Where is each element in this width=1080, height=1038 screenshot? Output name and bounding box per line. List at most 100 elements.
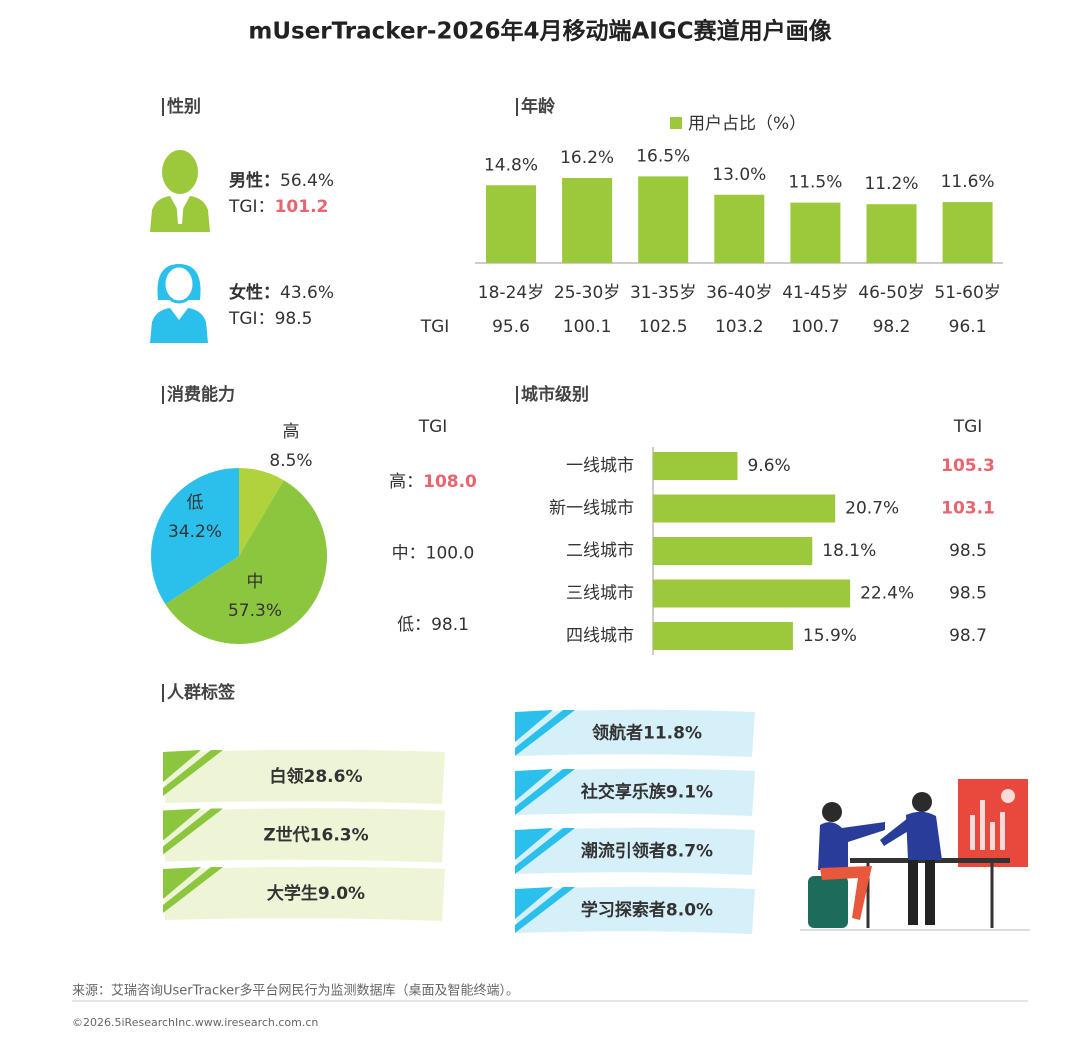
tgi-value: 103.1: [941, 499, 995, 519]
x-tick-label: 36-40岁: [706, 283, 772, 303]
pie-slice: [151, 468, 239, 605]
tgi-value: 101.2: [275, 197, 329, 217]
tag-corner: [163, 750, 223, 796]
tag-label: Z世代16.3%: [263, 825, 368, 846]
pie-slice: [165, 480, 327, 644]
tgi-value: 100.7: [791, 317, 840, 337]
tag-corner: [163, 808, 223, 855]
gender-share: 男性：56.4%: [229, 170, 334, 191]
x-tick-label: 51-60岁: [934, 283, 1000, 303]
tgi-value: 100.1: [563, 317, 612, 337]
tag-banner: [515, 709, 755, 757]
gender-tgi: TGI：101.2: [228, 197, 328, 217]
tgi-row: 低：98.1: [397, 615, 469, 635]
tag-label: 大学生9.0%: [267, 883, 365, 904]
slice-value: 57.3%: [228, 601, 282, 621]
gender-label: 男性：: [229, 170, 280, 191]
tag-banner: [515, 768, 755, 816]
y-tick-label: 二线城市: [566, 541, 634, 561]
bar: [653, 452, 738, 480]
tgi-title: TGI: [953, 417, 983, 437]
heading-bar: [162, 98, 164, 116]
section-heading: 消费能力: [167, 384, 235, 405]
tag-banner: [163, 749, 445, 804]
value-label: 16.5%: [636, 146, 690, 166]
gender-tgi: TGI：98.5: [228, 309, 312, 329]
tgi-value: 96.1: [949, 317, 987, 337]
legend-label: 用户占比（%）: [688, 114, 806, 134]
tgi-label: 低：: [397, 615, 431, 635]
tag-label: 潮流引领者8.7%: [581, 841, 713, 862]
tag-label: 社交享乐族9.1%: [580, 782, 713, 803]
tgi-label: TGI：: [228, 197, 275, 217]
gender-share: 女性：43.6%: [229, 282, 334, 303]
heading-bar: [162, 386, 164, 404]
slice-category: 低: [187, 493, 204, 513]
tgi-value: 103.2: [715, 317, 764, 337]
y-tick-label: 四线城市: [566, 626, 634, 646]
heading-bar: [516, 98, 518, 116]
x-tick-label: 25-30岁: [554, 283, 620, 303]
value-label: 22.4%: [860, 584, 914, 604]
bar: [790, 202, 841, 263]
tgi-value: 102.5: [639, 317, 688, 337]
tag-corner: [515, 887, 575, 933]
section-heading: 城市级别: [521, 384, 589, 405]
tgi-value: 98.2: [873, 317, 911, 337]
tgi-value: 95.6: [492, 317, 530, 337]
tgi-label: TGI：: [228, 309, 275, 329]
value-label: 11.6%: [941, 172, 995, 192]
copyright: ©2026.5iResearchInc.www.iresearch.com.cn: [72, 1016, 318, 1029]
y-tick-label: 一线城市: [566, 456, 634, 476]
tgi-value: 108.0: [423, 472, 477, 492]
value-label: 16.2%: [560, 148, 614, 168]
illustration: [800, 779, 1030, 931]
tag-corner: [515, 828, 575, 874]
gender-value: 43.6%: [280, 283, 334, 303]
tgi-value: 98.7: [949, 626, 987, 646]
x-tick-label: 31-35岁: [630, 283, 696, 303]
tgi-label: 高：: [389, 472, 423, 492]
value-label: 11.5%: [788, 173, 842, 193]
bar: [714, 194, 765, 263]
value-label: 9.6%: [747, 456, 790, 476]
bar: [653, 579, 851, 608]
male-icon: [150, 150, 210, 232]
tag-banner: [163, 808, 445, 863]
legend-swatch: [670, 117, 682, 129]
tag-label: 领航者11.8%: [592, 723, 702, 744]
tgi-label: 中：: [392, 544, 426, 564]
value-label: 14.8%: [484, 155, 538, 175]
tag-banner: [515, 827, 755, 875]
bar: [942, 202, 993, 263]
heading-bar: [516, 386, 518, 404]
bar: [653, 494, 836, 523]
section-heading: 人群标签: [167, 682, 236, 703]
y-tick-label: 新一线城市: [549, 499, 634, 519]
tgi-value: 98.1: [431, 615, 469, 635]
y-tick-label: 三线城市: [566, 584, 634, 604]
bar: [866, 204, 917, 263]
tag-corner: [515, 710, 575, 756]
bar: [486, 185, 536, 263]
bar: [653, 537, 813, 565]
x-tick-label: 46-50岁: [858, 283, 924, 303]
value-label: 13.0%: [712, 165, 766, 185]
tgi-value: 100.0: [426, 544, 475, 564]
tag-label: 学习探索者8.0%: [581, 900, 713, 921]
female-icon: [150, 264, 208, 343]
tag-label: 白领28.6%: [270, 766, 363, 787]
bar: [653, 622, 793, 650]
x-tick-label: 18-24岁: [478, 283, 544, 303]
tag-banner: [163, 866, 445, 921]
slice-category: 中: [247, 572, 264, 592]
value-label: 18.1%: [822, 541, 876, 561]
gender-value: 56.4%: [280, 171, 334, 191]
section-heading: 性别: [167, 96, 201, 117]
value-label: 11.2%: [864, 174, 918, 194]
slice-category: 高: [283, 422, 300, 442]
tgi-row: 中：100.0: [392, 544, 475, 564]
tag-banner: [515, 886, 755, 934]
